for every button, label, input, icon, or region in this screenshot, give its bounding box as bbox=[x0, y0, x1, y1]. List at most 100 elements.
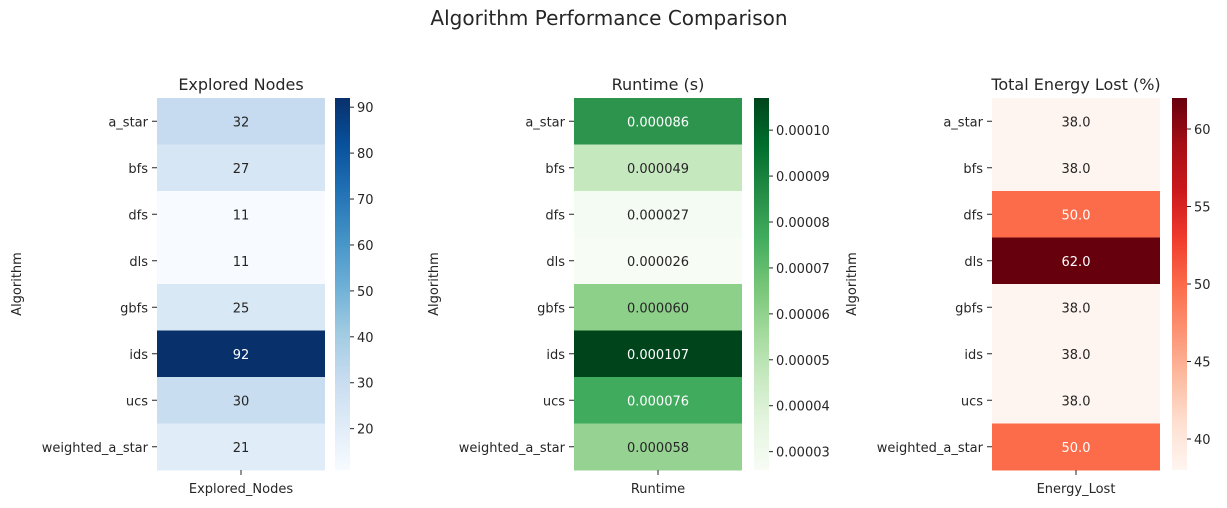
y-tick-label: dfs bbox=[128, 208, 148, 223]
figure-title: Algorithm Performance Comparison bbox=[430, 6, 787, 30]
heatmap-cell bbox=[157, 237, 325, 285]
heatmap-cell bbox=[992, 191, 1160, 238]
heatmap-cell bbox=[157, 284, 325, 331]
colorbar-tick-label: 0.00009 bbox=[776, 170, 830, 185]
colorbar-tick-label: 0.00006 bbox=[776, 308, 830, 323]
heatmap-cell bbox=[992, 98, 1160, 145]
colorbar-tick-label: 0.00003 bbox=[776, 446, 830, 461]
y-tick-label: bfs bbox=[128, 162, 148, 177]
panel-title: Runtime (s) bbox=[612, 75, 705, 94]
cell-value-label: 30 bbox=[233, 394, 250, 409]
y-tick-label: gbfs bbox=[537, 301, 565, 316]
cell-value-label: 0.000058 bbox=[627, 441, 689, 456]
y-tick-label: a_star bbox=[108, 115, 148, 130]
cell-value-label: 27 bbox=[233, 162, 250, 177]
y-tick-label: ucs bbox=[126, 394, 148, 409]
cell-value-label: 38.0 bbox=[1062, 115, 1091, 130]
heatmap-cell bbox=[157, 144, 325, 192]
cell-value-label: 50.0 bbox=[1062, 208, 1091, 223]
colorbar bbox=[335, 98, 350, 470]
x-axis-label: Runtime bbox=[631, 482, 685, 497]
heatmap-panel-2: Runtime (s) Algorithm 0.000086 a_star 0.0000… bbox=[427, 75, 830, 497]
heatmap-cell bbox=[992, 377, 1160, 424]
heatmap-cell bbox=[574, 144, 742, 192]
colorbar-tick-label: 30 bbox=[357, 377, 374, 392]
colorbar-tick-label: 0.00008 bbox=[776, 216, 830, 231]
x-axis-label: Energy_Lost bbox=[1037, 482, 1116, 497]
y-tick-label: ids bbox=[964, 348, 983, 363]
colorbar-tick-label: 0.00007 bbox=[776, 262, 830, 277]
cell-value-label: 0.000060 bbox=[627, 301, 689, 316]
cell-value-label: 32 bbox=[233, 115, 250, 130]
x-axis-label: Explored_Nodes bbox=[189, 482, 293, 497]
colorbar-tick-label: 60 bbox=[1194, 123, 1211, 138]
cell-value-label: 38.0 bbox=[1062, 162, 1091, 177]
y-tick-label: ucs bbox=[543, 394, 565, 409]
heatmap-panel-1: Explored Nodes Algorithm 32 a_star 27 bfs 11 df… bbox=[10, 75, 374, 497]
colorbar-tick-label: 0.00004 bbox=[776, 400, 830, 415]
y-tick-label: bfs bbox=[545, 162, 565, 177]
colorbar-tick-label: 0.00005 bbox=[776, 354, 830, 369]
heatmap-cell bbox=[574, 191, 742, 238]
colorbar-tick-label: 0.00010 bbox=[776, 124, 830, 139]
heatmap-cell bbox=[574, 98, 742, 145]
panel-title: Explored Nodes bbox=[178, 75, 303, 94]
y-tick-label: gbfs bbox=[120, 301, 148, 316]
colorbar-tick-label: 80 bbox=[357, 147, 374, 162]
cell-value-label: 0.000076 bbox=[627, 394, 689, 409]
colorbar-tick-label: 40 bbox=[357, 331, 374, 346]
y-tick-label: ucs bbox=[961, 394, 983, 409]
cell-value-label: 21 bbox=[233, 441, 250, 456]
y-tick-label: ids bbox=[546, 348, 565, 363]
cell-value-label: 11 bbox=[233, 255, 250, 270]
cell-value-label: 38.0 bbox=[1062, 394, 1091, 409]
y-tick-label: ids bbox=[129, 348, 148, 363]
y-tick-label: dls bbox=[964, 255, 983, 270]
y-tick-label: a_star bbox=[525, 115, 565, 130]
y-tick-label: weighted_a_star bbox=[877, 441, 984, 456]
heatmap-cell bbox=[157, 330, 325, 378]
colorbar-tick-label: 40 bbox=[1194, 433, 1211, 448]
y-tick-label: dls bbox=[546, 255, 565, 270]
heatmap-cell bbox=[157, 98, 325, 145]
colorbar-tick-label: 50 bbox=[357, 285, 374, 300]
colorbar-tick-label: 90 bbox=[357, 101, 374, 116]
heatmap-cell bbox=[574, 330, 742, 378]
heatmap-cell bbox=[992, 237, 1160, 285]
colorbar bbox=[1172, 98, 1187, 470]
heatmap-cell bbox=[992, 284, 1160, 331]
y-tick-label: bfs bbox=[963, 162, 983, 177]
y-axis-label: Algorithm bbox=[427, 252, 442, 316]
y-axis-label: Algorithm bbox=[845, 252, 860, 316]
cell-value-label: 62.0 bbox=[1062, 255, 1091, 270]
y-tick-label: dls bbox=[129, 255, 148, 270]
cell-value-label: 0.000027 bbox=[627, 208, 689, 223]
cell-value-label: 38.0 bbox=[1062, 348, 1091, 363]
heatmap-panels: Explored Nodes Algorithm 32 a_star 27 bfs 11 df… bbox=[10, 75, 1211, 497]
y-tick-label: dfs bbox=[963, 208, 983, 223]
cell-value-label: 50.0 bbox=[1062, 441, 1091, 456]
colorbar-tick-label: 60 bbox=[357, 239, 374, 254]
cell-value-label: 0.000107 bbox=[627, 348, 689, 363]
heatmap-panel-3: Total Energy Lost (%) Algorithm 38.0 a_star… bbox=[845, 75, 1211, 497]
cell-value-label: 11 bbox=[233, 208, 250, 223]
heatmap-cell bbox=[574, 377, 742, 424]
heatmap-cell bbox=[992, 144, 1160, 192]
colorbar-tick-label: 70 bbox=[357, 193, 374, 208]
cell-value-label: 0.000026 bbox=[627, 255, 689, 270]
colorbar-tick-label: 55 bbox=[1194, 201, 1211, 216]
y-tick-label: dfs bbox=[545, 208, 565, 223]
y-tick-label: weighted_a_star bbox=[459, 441, 566, 456]
heatmap-cell bbox=[992, 423, 1160, 471]
cell-value-label: 0.000049 bbox=[627, 162, 689, 177]
cell-value-label: 0.000086 bbox=[627, 115, 689, 130]
colorbar-tick-label: 20 bbox=[357, 423, 374, 438]
heatmap-cell bbox=[574, 423, 742, 471]
heatmap-cell bbox=[574, 284, 742, 331]
panel-title: Total Energy Lost (%) bbox=[990, 75, 1160, 94]
heatmap-cell bbox=[992, 330, 1160, 378]
heatmap-cell bbox=[157, 377, 325, 424]
cell-value-label: 92 bbox=[233, 348, 250, 363]
y-axis-label: Algorithm bbox=[10, 252, 25, 316]
